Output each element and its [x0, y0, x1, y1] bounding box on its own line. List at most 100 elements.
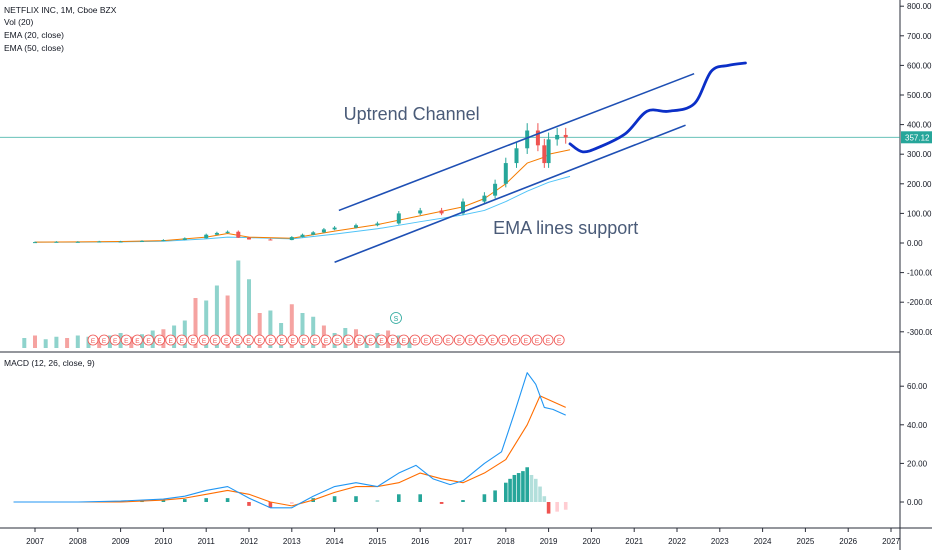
- macd-tick-label: 40.00: [907, 421, 928, 430]
- earnings-marker-circle: [254, 334, 265, 346]
- volume-bar: [97, 338, 102, 348]
- macd-histogram-bar: [354, 496, 358, 502]
- earnings-marker-label: E: [213, 338, 218, 345]
- earnings-marker-circle: [231, 334, 243, 346]
- time-tick-label: 2027: [882, 537, 900, 546]
- earnings-marker-circle: [464, 334, 476, 346]
- earnings-marker-label: E: [257, 338, 262, 345]
- earnings-marker-label: E: [413, 338, 418, 345]
- candle-body: [311, 232, 316, 235]
- earnings-marker-label: E: [313, 338, 318, 345]
- price-tick-label: 600.00: [907, 61, 932, 70]
- volume-bar: [43, 339, 48, 348]
- time-tick-label: 2011: [198, 537, 216, 546]
- earnings-marker-label: E: [135, 338, 140, 345]
- earnings-marker-label: E: [235, 338, 240, 345]
- macd-histogram-bar: [508, 478, 512, 502]
- volume-bar: [54, 336, 59, 348]
- time-tick-label: 2019: [540, 537, 558, 546]
- volume-bar: [129, 336, 134, 348]
- earnings-marker-label: E: [479, 338, 484, 345]
- earnings-marker-label: E: [246, 338, 251, 345]
- macd-histogram-bar: [538, 486, 542, 502]
- macd-histogram-bar: [504, 482, 508, 502]
- earnings-marker-label: E: [435, 338, 440, 345]
- candle-body: [503, 163, 508, 184]
- macd-histogram-bar: [482, 494, 487, 502]
- earnings-marker-label: E: [402, 338, 407, 345]
- earnings-marker-circle: [553, 334, 565, 346]
- earnings-marker-label: E: [368, 338, 373, 345]
- ema20-label: EMA (20, close): [4, 30, 64, 40]
- earnings-marker-label: E: [357, 338, 362, 345]
- candle-body: [268, 239, 273, 241]
- earnings-marker-circle: [198, 334, 210, 346]
- macd-histogram-bar: [268, 502, 273, 508]
- candle-body: [542, 145, 547, 164]
- volume-bar: [257, 313, 262, 348]
- macd-histogram-bar: [512, 474, 517, 502]
- earnings-marker-circle: [442, 334, 454, 346]
- earnings-marker-label: E: [346, 338, 351, 345]
- earnings-marker-circle: [409, 334, 421, 346]
- earnings-marker-circle: [187, 334, 199, 346]
- earnings-marker-circle: [331, 334, 343, 346]
- earnings-marker-circle: [431, 334, 443, 346]
- time-tick-label: 2009: [112, 537, 130, 546]
- volume-bar: [311, 316, 316, 348]
- macd-tick-label: 20.00: [907, 459, 928, 468]
- macd-histogram-bar: [529, 474, 534, 502]
- earnings-marker-circle: [265, 334, 277, 346]
- volume-bar: [193, 298, 198, 348]
- earnings-marker-label: E: [457, 338, 462, 345]
- macd-histogram-bar: [533, 478, 538, 502]
- earnings-marker-label: E: [424, 338, 429, 345]
- candle-body: [161, 240, 166, 242]
- earnings-marker-circle: [498, 334, 510, 346]
- macd-histogram-bar: [183, 499, 187, 502]
- earnings-marker-circle: [131, 334, 143, 346]
- candle-body: [118, 241, 123, 243]
- earnings-marker-label: E: [513, 338, 518, 345]
- candle-body: [225, 231, 230, 233]
- macd-histogram-bar: [204, 498, 208, 502]
- time-tick-label: 2017: [454, 537, 472, 546]
- candle-body: [214, 232, 219, 235]
- volume-bar: [22, 338, 27, 348]
- macd-histogram-bar: [418, 494, 422, 502]
- macd-label: MACD (12, 26, close, 9): [4, 358, 95, 368]
- earnings-marker-label: E: [490, 338, 495, 345]
- macd-histogram-bar: [521, 471, 525, 502]
- earnings-marker-circle: [520, 334, 532, 346]
- macd-histogram-bar: [397, 494, 401, 502]
- volume-bar: [118, 333, 123, 348]
- earnings-marker-circle: [309, 334, 321, 346]
- time-tick-label: 2024: [754, 537, 772, 546]
- earnings-marker-circle: [165, 334, 177, 346]
- earnings-marker-circle: [509, 334, 521, 346]
- time-tick-label: 2012: [240, 537, 258, 546]
- ema50-label: EMA (50, close): [4, 43, 64, 53]
- macd-histogram-bar: [247, 502, 251, 506]
- price-tick-label: -200.00: [907, 298, 932, 307]
- candle-body: [546, 139, 551, 164]
- price-tick-label: 0.00: [907, 239, 923, 248]
- candle-body: [525, 130, 530, 149]
- earnings-marker-circle: [143, 334, 154, 346]
- macd-histogram-bar: [375, 500, 380, 502]
- macd-histogram-bar: [290, 502, 294, 504]
- earnings-marker-circle: [298, 334, 310, 346]
- projection-curve: [568, 61, 747, 154]
- candle-body: [54, 241, 59, 243]
- earnings-marker-label: E: [557, 338, 562, 345]
- earnings-marker-label: E: [268, 338, 273, 345]
- volume-bar: [107, 335, 112, 348]
- macd-histogram-bar: [563, 502, 568, 510]
- candle-body: [535, 130, 540, 146]
- time-tick-label: 2008: [69, 537, 87, 546]
- symbol-title: NETFLIX INC, 1M, Cboe BZX: [4, 5, 117, 15]
- time-tick-label: 2020: [583, 537, 601, 546]
- volume-bar: [75, 335, 80, 348]
